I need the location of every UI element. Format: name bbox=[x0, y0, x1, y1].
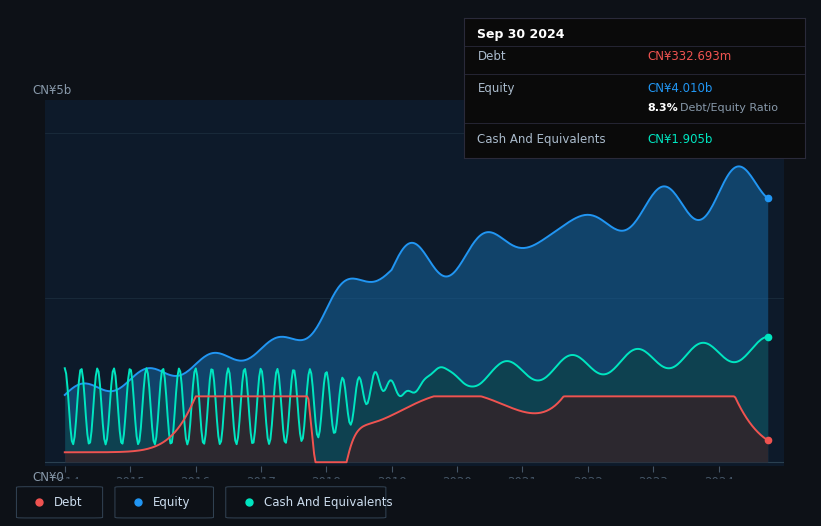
Text: Debt: Debt bbox=[54, 496, 83, 509]
Text: CN¥1.905b: CN¥1.905b bbox=[648, 133, 713, 146]
Text: CN¥0: CN¥0 bbox=[33, 471, 65, 484]
Text: Cash And Equivalents: Cash And Equivalents bbox=[264, 496, 392, 509]
Text: CN¥332.693m: CN¥332.693m bbox=[648, 49, 732, 63]
Text: 8.3%: 8.3% bbox=[648, 103, 679, 113]
Text: Sep 30 2024: Sep 30 2024 bbox=[478, 28, 565, 41]
Text: Debt: Debt bbox=[478, 49, 506, 63]
Text: Equity: Equity bbox=[478, 82, 515, 95]
Text: CN¥4.010b: CN¥4.010b bbox=[648, 82, 713, 95]
Text: Equity: Equity bbox=[153, 496, 190, 509]
Text: Cash And Equivalents: Cash And Equivalents bbox=[478, 133, 606, 146]
Text: Debt/Equity Ratio: Debt/Equity Ratio bbox=[681, 103, 778, 113]
Text: CN¥5b: CN¥5b bbox=[33, 84, 72, 97]
